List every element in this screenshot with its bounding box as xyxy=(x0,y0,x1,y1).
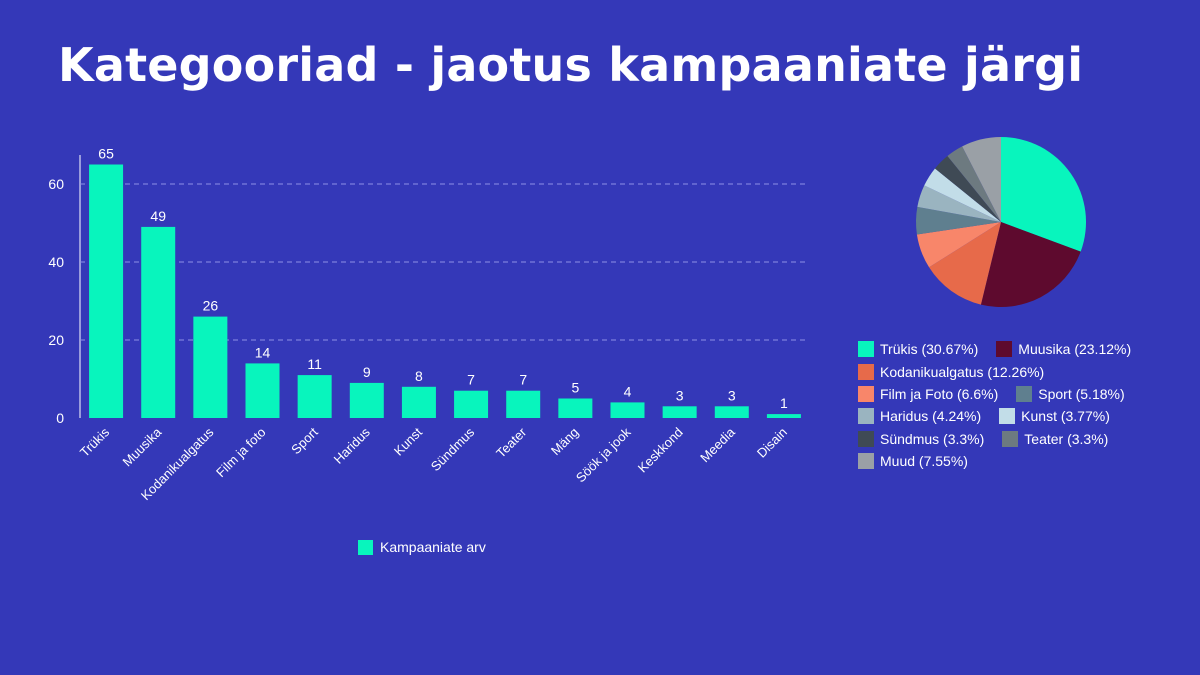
bar-value-label: 1 xyxy=(780,395,788,411)
bar-value-label: 8 xyxy=(415,368,423,384)
pie-legend-swatch xyxy=(858,341,874,358)
y-tick-label: 60 xyxy=(48,176,64,192)
pie-legend-row: Kodanikualgatus (12.26%) xyxy=(858,360,1188,382)
bar-value-label: 65 xyxy=(98,146,114,162)
page-title: Kategooriad - jaotus kampaaniate järgi xyxy=(58,38,1084,92)
pie-slice xyxy=(934,156,1001,222)
bar-legend: Kampaaniate arv xyxy=(358,539,486,555)
pie-legend-item: Haridus (4.24%) xyxy=(858,408,982,425)
bar xyxy=(610,402,645,418)
pie-slice xyxy=(962,137,1001,222)
pie-legend-swatch xyxy=(999,408,1016,425)
bar-value-label: 26 xyxy=(203,298,219,314)
pie-slice xyxy=(1001,137,1086,252)
y-tick-label: 0 xyxy=(56,410,64,426)
bar xyxy=(766,414,801,418)
pie-legend-item: Teater (3.3%) xyxy=(1002,430,1109,447)
pie-legend-swatch xyxy=(858,363,874,380)
bar xyxy=(193,316,228,418)
pie-legend-item: Kodanikualgatus (12.26%) xyxy=(858,363,1045,380)
bar-value-label: 5 xyxy=(571,380,579,396)
pie-legend-row: Haridus (4.24%) Kunst (3.77%) xyxy=(858,405,1188,427)
pie-legend-item: Sport (5.18%) xyxy=(1016,385,1125,402)
bar xyxy=(245,363,280,418)
pie-legend-item: Sündmus (3.3%) xyxy=(858,430,985,447)
pie-legend-swatch xyxy=(1002,430,1019,447)
pie-legend-row: Sündmus (3.3%) Teater (3.3%) xyxy=(858,428,1188,450)
pie-legend-swatch xyxy=(858,430,874,447)
bar-legend-swatch xyxy=(358,539,373,555)
y-tick-label: 40 xyxy=(48,254,64,270)
pie-legend-swatch xyxy=(858,453,874,470)
pie-legend-label: Sport (5.18%) xyxy=(1038,385,1125,402)
bar-value-label: 14 xyxy=(255,344,271,360)
bar-value-label: 3 xyxy=(676,387,684,403)
pie-legend-item: Muusika (23.12%) xyxy=(996,341,1132,358)
pie-legend-label: Kodanikualgatus (12.26%) xyxy=(880,363,1045,380)
pie-legend-label: Muusika (23.12%) xyxy=(1018,341,1132,358)
pie-legend-swatch xyxy=(1016,385,1033,402)
bar-value-label: 9 xyxy=(363,364,371,380)
bar-legend-label: Kampaaniate arv xyxy=(380,539,486,555)
pie-legend-swatch xyxy=(996,341,1013,358)
bar-value-label: 3 xyxy=(728,387,736,403)
bar xyxy=(349,382,384,418)
bar xyxy=(558,398,593,418)
pie-legend-swatch xyxy=(858,385,874,402)
pie-legend-row: Muud (7.55%) xyxy=(858,450,1188,472)
pie-legend: Trükis (30.67%) Muusika (23.12%) Kodanikua… xyxy=(858,338,1188,472)
pie-slice xyxy=(947,146,1001,222)
bar-value-label: 4 xyxy=(624,383,632,399)
pie-legend-row: Film ja Foto (6.6%) Sport (5.18%) xyxy=(858,383,1188,405)
bar xyxy=(454,390,489,418)
pie-slice xyxy=(924,168,1001,222)
pie-slice xyxy=(980,222,1081,308)
pie-legend-item: Film ja Foto (6.6%) xyxy=(858,385,999,402)
pie-slice xyxy=(916,206,1001,235)
bar-value-label: 7 xyxy=(519,372,527,388)
y-tick-label: 20 xyxy=(48,332,64,348)
pie-slice xyxy=(917,185,1001,222)
bar-value-label: 49 xyxy=(150,208,166,224)
pie-slice xyxy=(929,222,1001,305)
pie-legend-row: Trükis (30.67%) Muusika (23.12%) xyxy=(858,338,1188,360)
bar xyxy=(89,164,124,418)
pie-legend-label: Muud (7.55%) xyxy=(880,453,968,470)
bar xyxy=(297,375,332,418)
pie-legend-label: Teater (3.3%) xyxy=(1024,430,1109,447)
pie-legend-item: Trükis (30.67%) xyxy=(858,341,979,358)
bar xyxy=(506,390,541,418)
bar xyxy=(662,406,697,418)
pie-legend-label: Sündmus (3.3%) xyxy=(880,430,985,447)
pie-legend-item: Muud (7.55%) xyxy=(858,453,968,470)
pie-legend-swatch xyxy=(858,408,874,425)
bar xyxy=(401,386,436,418)
bar xyxy=(141,226,176,418)
pie-legend-label: Kunst (3.77%) xyxy=(1021,408,1110,425)
pie-slice xyxy=(916,222,1001,268)
bar-value-label: 7 xyxy=(467,372,475,388)
pie-legend-label: Trükis (30.67%) xyxy=(880,341,979,358)
pie-legend-label: Haridus (4.24%) xyxy=(880,408,982,425)
pie-legend-item: Kunst (3.77%) xyxy=(999,408,1110,425)
bar xyxy=(714,406,749,418)
bar-value-label: 11 xyxy=(307,356,322,372)
pie-legend-label: Film ja Foto (6.6%) xyxy=(880,385,999,402)
